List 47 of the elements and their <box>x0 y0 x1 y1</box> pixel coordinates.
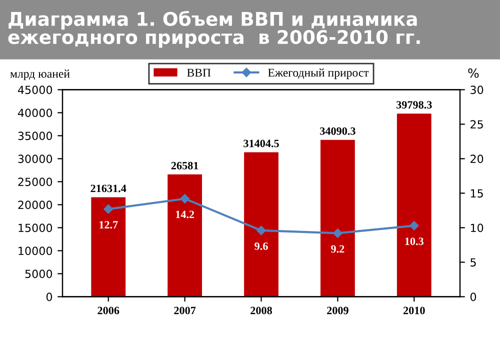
data-label: 9.2 <box>331 245 344 253</box>
point <box>180 194 190 204</box>
y2-tick-label: 30 <box>470 86 484 94</box>
data-label: 14.2 <box>176 210 194 218</box>
x-tick-label: 2009 <box>327 306 348 314</box>
data-label: 39798.3 <box>396 101 432 109</box>
y-tick-label: 40000 <box>18 108 52 118</box>
x-tick-label: 2007 <box>174 306 196 314</box>
data-label: 26581 <box>171 162 198 170</box>
y-tick-label: 20000 <box>18 200 52 210</box>
bar <box>91 197 126 297</box>
legend-label: Ежегодный прирост <box>268 68 369 80</box>
y-tick-label: 5000 <box>25 270 52 278</box>
bar <box>320 140 355 297</box>
y-tick-label: 10000 <box>18 246 52 256</box>
x-tick-label: 2010 <box>403 306 425 314</box>
legend-label: ВВП <box>187 68 211 77</box>
y2-tick-label: 0 <box>470 292 476 302</box>
y-tick-label: 30000 <box>18 154 52 164</box>
y-tick-label: 15000 <box>18 224 52 232</box>
y2-tick-label: 5 <box>470 258 476 267</box>
x-tick-label: 2006 <box>98 306 120 314</box>
point <box>256 226 266 236</box>
data-label: 10.3 <box>405 238 424 246</box>
point <box>104 204 113 214</box>
data-label: 31404.5 <box>244 140 279 148</box>
bar <box>396 114 432 297</box>
data-label: 21631.4 <box>90 184 126 192</box>
point <box>410 221 419 230</box>
y-tick-label: 35000 <box>18 132 52 140</box>
point <box>333 228 342 238</box>
chart-title: Диаграмма 1. Объем ВВП и динамика ежегодного прироста в 2006-2010 гг. <box>8 10 420 48</box>
y-axis-title: млрд юаней <box>10 70 70 80</box>
data-label: 12.7 <box>100 221 118 229</box>
y2-tick-label: 20 <box>470 154 484 164</box>
data-label: 9.6 <box>254 242 268 250</box>
x-tick-label: 2008 <box>250 306 272 314</box>
y-tick-label: 25000 <box>18 178 52 186</box>
y2-tick-label: 15 <box>470 189 483 198</box>
y-tick-label: 45000 <box>18 86 52 94</box>
bar <box>244 152 278 297</box>
y2-tick-label: 25 <box>470 120 483 129</box>
data-label: 34090.3 <box>320 127 356 135</box>
y-tick-label: 0 <box>46 292 52 302</box>
y2-tick-label: 10 <box>470 224 484 232</box>
y2-axis-title: % <box>468 68 479 78</box>
bar <box>168 174 202 297</box>
